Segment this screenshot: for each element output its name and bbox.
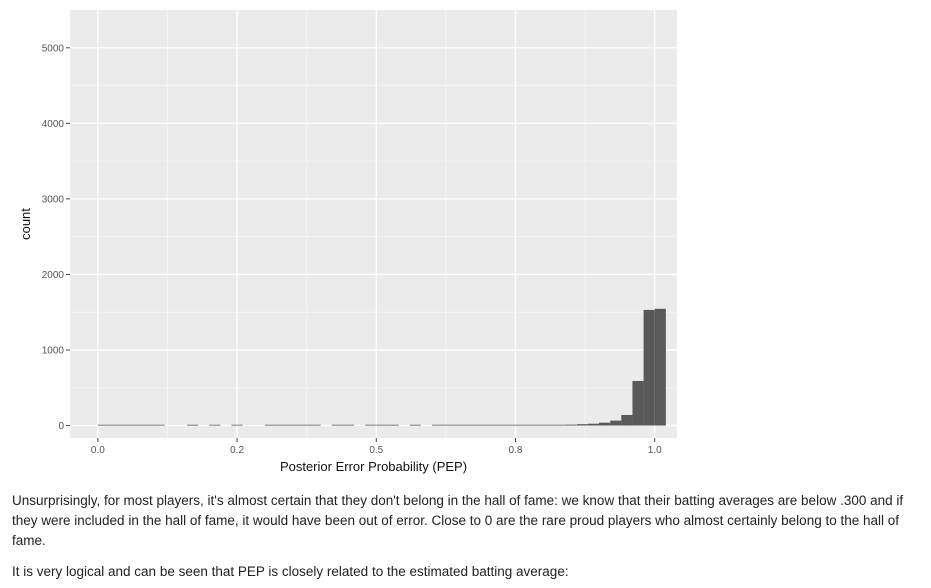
histogram-bar [599,422,611,426]
histogram-bar [576,424,588,426]
histogram-bar [521,424,533,426]
histogram-bar [632,380,644,426]
histogram-bar [186,424,199,426]
histogram-bar [342,424,355,426]
histogram-bar [97,424,109,426]
histogram-bar [298,424,310,426]
histogram-bar [365,424,377,426]
histogram-bar [621,414,633,426]
x-tick-label: 0.5 [369,445,383,456]
histogram-bar [264,424,277,426]
y-axis: 0 1000 2000 3000 4000 5000 [42,43,70,432]
histogram-bar [654,308,666,426]
x-axis: 0.0 0.2 0.5 0.8 1.0 [91,438,662,456]
y-tick-label: 2000 [42,270,65,281]
histogram-bar [209,424,221,426]
histogram-bar [465,424,477,426]
histogram-bar [587,423,600,426]
histogram-bar [443,424,455,426]
pep-histogram: 0 1000 2000 3000 4000 5000 0.0 0.2 0.5 0.8 1.0 Po… [18,10,677,474]
minor-gridlines [70,10,677,438]
x-tick-label: 0.8 [509,445,523,456]
explanation-paragraph: Unsurprisingly, for most players, it's a… [12,493,904,548]
histogram-bar [142,424,154,426]
histogram-bar [287,424,299,426]
plot-panel [70,10,677,438]
histogram-bar [331,424,343,426]
major-gridlines [70,10,677,438]
x-tick-label: 0.2 [230,445,244,456]
y-axis-title: count [18,208,33,240]
histogram-bar [108,424,121,426]
histogram-bar [387,424,399,426]
transition-paragraph: It is very logical and can be seen that … [12,564,569,579]
histogram-bar [231,424,243,426]
histogram-bar [476,424,488,426]
x-axis-title: Posterior Error Probability (PEP) [280,459,467,474]
histogram-bar [509,424,522,426]
y-tick-label: 3000 [42,194,65,205]
histogram-bar [120,424,132,426]
histogram-bar [276,424,288,426]
x-tick-label: 0.0 [91,445,105,456]
y-tick-label: 1000 [42,345,65,356]
histogram-bar [153,424,165,426]
histogram-bar [487,424,499,426]
histogram-bar [498,424,510,426]
histogram-bar [409,424,421,426]
y-tick-label: 5000 [42,43,65,54]
histogram-bar [610,420,622,426]
x-tick-label: 1.0 [648,445,662,456]
histogram-bar [131,424,143,426]
histogram-bar [454,424,466,426]
histogram-bar [643,309,655,426]
histogram-bar [565,424,577,426]
y-tick-label: 0 [58,421,64,432]
histogram-bar [309,424,321,426]
y-tick-label: 4000 [42,119,65,130]
histogram-bar [554,424,566,426]
histogram-bar [543,424,555,426]
histogram-bar [431,424,444,426]
histogram-bars [97,308,666,426]
histogram-bar [532,424,544,426]
histogram-bar [376,424,388,426]
